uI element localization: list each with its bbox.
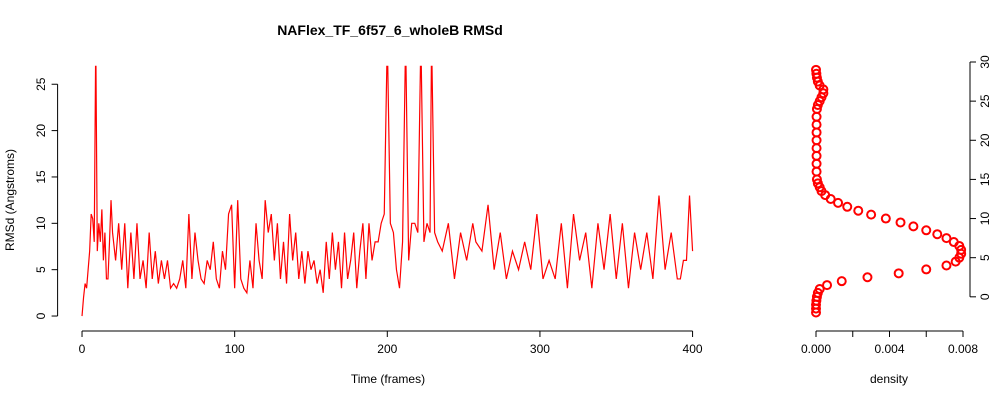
y-tick-label: 25 (34, 77, 48, 91)
x-tick-label: 0 (79, 342, 86, 356)
density-point (908, 221, 919, 232)
density-point (836, 276, 847, 287)
density-point (948, 237, 959, 248)
y-tick-label: 10 (34, 216, 48, 230)
density-point (853, 205, 864, 216)
x-tick-label: 400 (683, 342, 703, 356)
density-point (921, 264, 932, 275)
y-tick-label: 5 (978, 254, 992, 261)
density-point (811, 150, 822, 161)
density-point (811, 68, 822, 79)
density-point (814, 283, 825, 294)
density-point (811, 135, 822, 146)
y-tick-label: 20 (978, 133, 992, 147)
x-tick-label: 0.004 (874, 342, 904, 356)
density-point (893, 268, 904, 279)
y-tick-label: 10 (978, 212, 992, 226)
y-tick-label: 25 (978, 94, 992, 108)
y-tick-label: 0 (34, 312, 48, 319)
density-point (932, 229, 943, 240)
density-point (811, 111, 822, 122)
y-axis-label: RMSd (Angstroms) (3, 149, 17, 251)
x-tick-label: 300 (530, 342, 550, 356)
density-point (811, 64, 822, 75)
chart-title: NAFlex_TF_6f57_6_wholeB RMSd (277, 22, 503, 38)
x-axis-label: Time (frames) (351, 372, 425, 386)
x-axis-label: density (870, 372, 908, 386)
density-point (895, 217, 906, 228)
density-point (941, 260, 952, 271)
density-point (842, 201, 853, 212)
density-point (833, 197, 844, 208)
x-tick-label: 0.008 (948, 342, 978, 356)
density-point (811, 158, 822, 169)
x-tick-label: 100 (225, 342, 245, 356)
density-point (921, 225, 932, 236)
density-point (811, 119, 822, 130)
density-point (811, 166, 822, 177)
x-tick-label: 0.000 (801, 342, 831, 356)
y-tick-label: 20 (34, 124, 48, 138)
density-point (811, 127, 822, 138)
density-point (818, 88, 829, 99)
density-point (811, 143, 822, 154)
y-tick-label: 30 (978, 55, 992, 69)
density-point (941, 233, 952, 244)
density-point (880, 213, 891, 224)
density-point (866, 209, 877, 220)
x-tick-label: 200 (377, 342, 397, 356)
y-tick-label: 5 (34, 266, 48, 273)
y-tick-label: 15 (34, 170, 48, 184)
density-point (862, 272, 873, 283)
y-tick-label: 0 (978, 293, 992, 300)
y-tick-label: 15 (978, 172, 992, 186)
data-line (81, 65, 694, 317)
density-point (822, 280, 833, 291)
